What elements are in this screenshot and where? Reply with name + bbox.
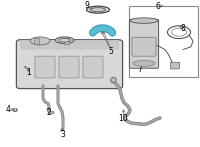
Bar: [34, 38, 39, 44]
Text: 8: 8: [181, 24, 185, 33]
FancyBboxPatch shape: [129, 19, 159, 68]
Ellipse shape: [59, 38, 70, 42]
Text: 5: 5: [109, 47, 113, 56]
Ellipse shape: [86, 6, 110, 13]
Ellipse shape: [55, 37, 74, 44]
Ellipse shape: [30, 37, 50, 45]
FancyBboxPatch shape: [20, 40, 119, 50]
Ellipse shape: [90, 8, 106, 12]
FancyBboxPatch shape: [83, 56, 103, 78]
FancyBboxPatch shape: [132, 37, 156, 56]
Text: 10: 10: [118, 114, 128, 123]
Ellipse shape: [133, 61, 155, 66]
Text: 4: 4: [6, 105, 11, 115]
Bar: [129, 6, 198, 77]
Text: 7: 7: [138, 65, 142, 75]
Bar: [64, 38, 69, 44]
Text: 2: 2: [47, 108, 51, 117]
FancyBboxPatch shape: [16, 40, 123, 89]
Text: 9: 9: [84, 1, 89, 10]
Text: 6: 6: [156, 1, 160, 11]
FancyBboxPatch shape: [170, 62, 180, 69]
FancyBboxPatch shape: [59, 56, 79, 78]
FancyBboxPatch shape: [35, 56, 55, 78]
Ellipse shape: [130, 18, 158, 23]
Text: 3: 3: [61, 130, 65, 139]
Text: 1: 1: [26, 68, 31, 77]
Ellipse shape: [111, 77, 116, 82]
